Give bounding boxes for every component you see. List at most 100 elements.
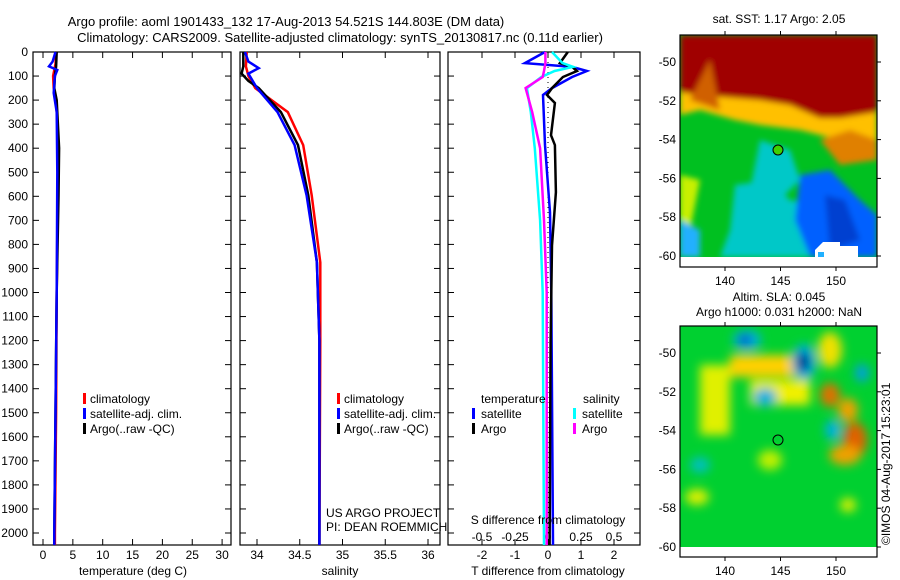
x-tick-label: 15 [126,548,140,562]
s-diff-tick-label: 0 [545,530,552,544]
temperature-legend: climatology satellite-adj. clim. Argo(..… [83,392,182,436]
profile-line-climatology [244,51,322,546]
depth-tick-label: 1300 [1,358,28,372]
depth-tick-label: 500 [8,165,28,179]
legend-satellite: satellite-adj. clim. [90,407,182,421]
x-tick-label: 30 [215,548,229,562]
salinity-panel: 34 34.5 35 35.5 36 [239,51,441,562]
lat-tick-label: -50 [659,346,677,360]
lat-tick-label: -54 [659,424,677,438]
sla-map-title-2: Argo h1000: 0.031 h2000: NaN [696,305,862,319]
lat-tick-label: -60 [659,249,677,263]
legend-swatch-t-satellite [472,408,475,419]
x-tick-label: 34.5 [288,548,312,562]
temperature-axis-label: temperature (deg C) [79,564,187,578]
s-diff-tick-label: 0.5 [606,530,623,544]
x-tick-label: 0 [40,548,47,562]
copyright-text: ©IMOS 04-Aug-2017 15:23:01 [879,382,893,545]
salinity-panel-frame [239,51,441,546]
profile-line-satellite [243,51,321,545]
depth-tick-label: 1200 [1,334,28,348]
sst-map-title: sat. SST: 1.17 Argo: 2.05 [713,12,846,26]
legend-swatch-satellite [337,408,340,419]
legend-swatch-argo [337,423,340,434]
depth-tick-label: 1400 [1,382,28,396]
depth-tick-label: 100 [8,69,28,83]
legend-s-argo: Argo [582,422,608,436]
credit-line-2: PI: DEAN ROEMMICH [326,520,447,534]
s-difference-axis-label: S difference from climatology [471,513,626,527]
title-line-2: Climatology: CARS2009. Satellite-adjuste… [77,30,603,45]
legend-t-argo: Argo [481,422,507,436]
x-tick-label: 20 [156,548,170,562]
profile-line-s-argo [524,52,548,545]
legend-swatch-t-argo [472,423,475,434]
profile-line-satellite [47,51,59,545]
legend-swatch-s-argo [573,423,576,434]
t-difference-axis-label: T difference from climatology [471,564,625,578]
legend-swatch-argo [83,423,86,434]
argo-location-marker [772,434,784,446]
lat-tick-label: -52 [659,385,677,399]
legend-climatology: climatology [90,392,150,406]
lat-tick-label: -54 [659,133,677,147]
legend-satellite: satellite-adj. clim. [344,407,436,421]
lon-tick-label: 150 [826,274,846,288]
depth-tick-label: 900 [8,261,28,275]
legend-climatology: climatology [344,392,404,406]
depth-tick-label: 1800 [1,478,28,492]
salinity-legend: climatology satellite-adj. clim. Argo(..… [337,392,436,436]
lat-tick-label: -58 [659,501,677,515]
lat-tick-label: -58 [659,210,677,224]
s-diff-tick-label: -0.5 [472,530,493,544]
x-tick-label: 10 [96,548,110,562]
lat-tick-label: -56 [659,462,677,476]
x-tick-label: 25 [186,548,200,562]
depth-tick-label: 1500 [1,406,28,420]
depth-tick-label: 300 [8,117,28,131]
profile-line-argo [240,52,321,545]
x-tick-label: -2 [477,548,488,562]
legend-salinity-title: salinity [583,392,620,406]
depth-tick-label: 1700 [1,454,28,468]
lat-tick-label: -56 [659,171,677,185]
sst-map: sat. SST: 1.17 Argo: 2.05 140 145 150 -50 -5… [659,12,881,288]
legend-swatch-climatology [83,393,86,404]
x-tick-label: 35 [336,548,350,562]
depth-tick-label: 2000 [1,526,28,540]
lon-tick-label: 145 [770,274,790,288]
x-tick-label: 36 [421,548,435,562]
x-tick-label: 5 [70,548,77,562]
depth-tick-label: 800 [8,237,28,251]
lon-tick-label: 145 [770,564,790,578]
legend-temperature-title: temperature [481,392,546,406]
credit-line-1: US ARGO PROJECT [326,506,441,520]
x-tick-label: -1 [510,548,521,562]
x-tick-label: 35.5 [374,548,398,562]
credit-backdrop [323,505,326,533]
difference-panel: -2 -1 0 1 2 -0.5 -0.25 0 0.25 0.5 [447,50,641,562]
lon-tick-label: 150 [826,564,846,578]
argo-location-marker [772,144,784,156]
legend-argo: Argo(..raw -QC) [90,422,175,436]
legend-t-satellite: satellite [481,407,522,421]
lat-tick-label: -52 [659,94,677,108]
depth-tick-label: 1600 [1,430,28,444]
depth-tick-label: 1000 [1,286,28,300]
lon-tick-label: 140 [715,564,735,578]
salinity-axis-label: salinity [322,564,359,578]
x-tick-label: 2 [611,548,618,562]
depth-tick-label: 600 [8,189,28,203]
lon-tick-label: 140 [715,274,735,288]
legend-swatch-satellite [83,408,86,419]
depth-tick-label: 0 [21,45,28,59]
difference-legend: temperature salinity satellite Argo sate… [472,392,623,436]
lat-tick-label: -60 [659,540,677,554]
depth-tick-label: 700 [8,213,28,227]
depth-tick-label: 200 [8,93,28,107]
temperature-panel: 0100200300400500600700800900100011001200… [1,45,232,562]
x-tick-label: 34 [250,548,264,562]
temperature-panel-frame [32,51,232,546]
legend-argo: Argo(..raw -QC) [344,422,429,436]
